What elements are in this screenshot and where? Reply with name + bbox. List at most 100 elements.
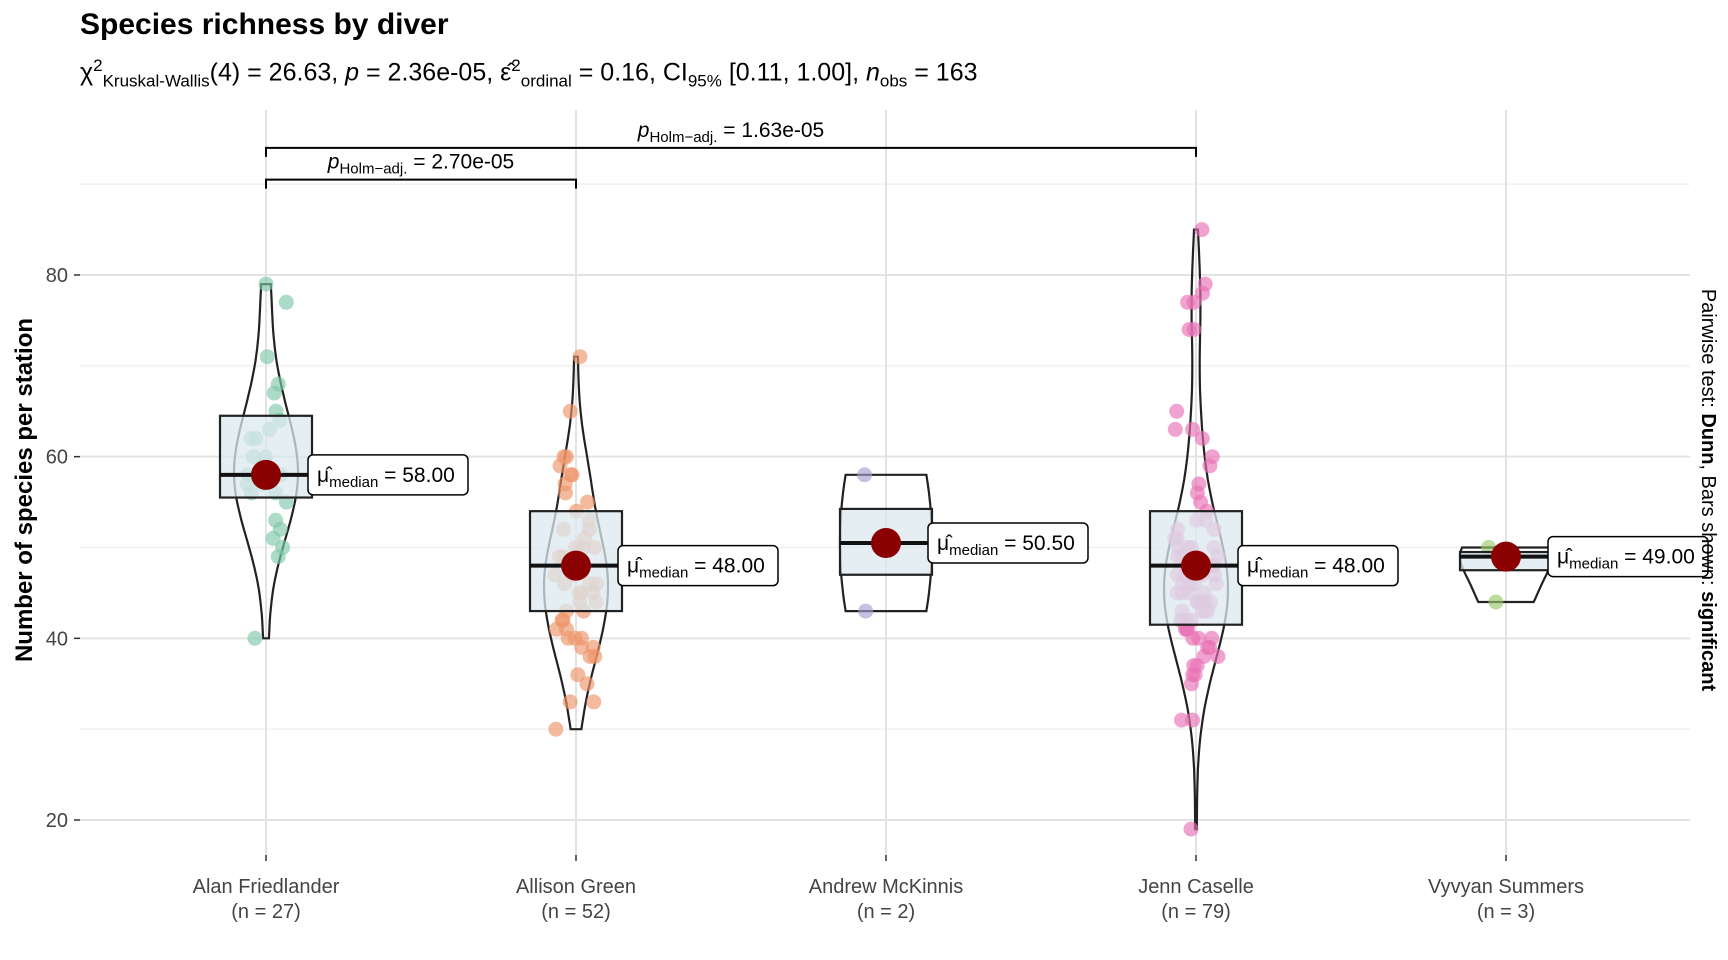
- x-tick-label: Allison Green: [516, 876, 636, 898]
- subtitle-n-sub: obs: [879, 71, 908, 91]
- subtitle-n-label: n: [865, 58, 880, 87]
- subtitle-ci-sub: 95%: [687, 71, 722, 91]
- median-label-value: = 50.50: [998, 532, 1074, 555]
- data-point: [247, 630, 263, 646]
- x-tick-sample-size: (n = 52): [541, 901, 610, 923]
- pairwise-bracket: [265, 146, 1197, 157]
- data-point: [1169, 403, 1185, 419]
- pairwise-p-sub: Holm−adj.: [649, 129, 717, 146]
- median-point: [871, 527, 901, 558]
- data-point: [1202, 458, 1218, 474]
- data-point: [1191, 630, 1206, 646]
- subtitle-eps-sub: ordinal: [520, 71, 572, 91]
- caption-test: Dunn: [1697, 413, 1719, 464]
- chart-subtitle: χ2Kruskal-Wallis(4) = 26.63, p = 2.36e-0…: [80, 56, 978, 91]
- caption-middle: , Bars shown:: [1697, 464, 1719, 591]
- y-tick-label: 20: [46, 810, 68, 832]
- data-point: [1184, 676, 1199, 692]
- pairwise-label: pHolm−adj. = 2.70e-05: [327, 151, 514, 178]
- pairwise-label: pHolm−adj. = 1.63e-05: [637, 119, 824, 146]
- median-label-symbol: μ̂: [937, 532, 953, 555]
- subtitle-chi: χ: [80, 58, 94, 87]
- subtitle-df: (4) = 26.63,: [209, 58, 346, 87]
- caption-shown: significant: [1697, 591, 1719, 691]
- subtitle-p-value: = 2.36e-05,: [359, 58, 501, 87]
- median-label-value: = 48.00: [1308, 555, 1384, 578]
- data-point: [549, 621, 564, 637]
- y-tick-label: 40: [46, 628, 68, 650]
- data-point: [570, 667, 586, 683]
- median-label-sub: median: [639, 565, 688, 582]
- data-point: [1488, 594, 1504, 610]
- median-label: μ̂median = 50.50: [937, 532, 1075, 559]
- data-point: [1194, 222, 1210, 238]
- x-tick-sample-size: (n = 2): [857, 901, 915, 923]
- data-point: [1185, 712, 1200, 728]
- median-point: [251, 459, 281, 490]
- data-point: [562, 694, 578, 710]
- data-point: [266, 385, 282, 401]
- label-layer: μ̂median = 58.00μ̂median = 48.00μ̂median…: [307, 454, 1709, 587]
- data-point: [1210, 649, 1226, 664]
- data-point: [258, 276, 274, 292]
- x-tick-sample-size: (n = 79): [1161, 901, 1230, 923]
- data-point: [1174, 712, 1189, 728]
- median-label-symbol: μ̂: [1557, 546, 1573, 569]
- data-point: [572, 349, 588, 365]
- data-point: [558, 485, 573, 501]
- median-point: [1181, 550, 1211, 581]
- median-label: μ̂median = 58.00: [317, 464, 455, 491]
- subtitle-chi-sup: 2: [93, 56, 103, 75]
- median-label-box: [1237, 544, 1399, 587]
- data-point: [265, 530, 281, 546]
- chart-title: Species richness by diver: [80, 8, 449, 41]
- x-tick-label: Andrew McKinnis: [809, 876, 964, 898]
- data-point: [548, 721, 564, 737]
- subtitle-eps: ε̂: [500, 58, 512, 87]
- data-point: [1181, 322, 1197, 337]
- data-point: [579, 676, 595, 692]
- caption-prefix: Pairwise test:: [1697, 289, 1719, 413]
- y-axis-title: Number of species per station: [11, 318, 38, 662]
- median-label-value: = 48.00: [688, 555, 764, 578]
- violin-outline: [1458, 546, 1554, 604]
- subtitle-eps-value: = 0.16, CI: [571, 58, 688, 87]
- data-point: [1194, 431, 1210, 446]
- right-caption: Pairwise test: Dunn, Bars shown: signifi…: [1697, 289, 1719, 692]
- pairwise-p-value: = 1.63e-05: [717, 119, 824, 142]
- subtitle-eps-sup: 2: [511, 56, 521, 75]
- x-tick-label: Vyvyan Summers: [1428, 876, 1584, 898]
- data-point: [1183, 821, 1199, 837]
- data-point: [1180, 294, 1196, 310]
- data-point: [857, 467, 873, 483]
- subtitle-n-value: = 163: [907, 58, 978, 87]
- data-point: [552, 458, 568, 474]
- pairwise-p-label: p: [327, 151, 340, 174]
- median-label-sub: median: [1569, 556, 1618, 573]
- subtitle-chi-sub: Kruskal-Wallis: [102, 71, 210, 91]
- median-label-box: [927, 522, 1089, 564]
- y-tick-label: 80: [46, 265, 68, 287]
- pairwise-bracket: [265, 178, 577, 189]
- x-tick-sample-size: (n = 3): [1477, 901, 1535, 923]
- median-label-box: [617, 544, 779, 587]
- median-label: μ̂median = 49.00: [1557, 546, 1695, 573]
- y-tick-label: 60: [46, 447, 68, 469]
- subtitle-p-label: p: [345, 58, 360, 87]
- axis-layer: 20 40 60 80 Alan Friedlander (n = 27) Allison …: [46, 265, 1584, 923]
- data-point: [586, 694, 602, 710]
- x-tick-label: Alan Friedlander: [193, 876, 340, 898]
- grid-layer: [80, 110, 1690, 855]
- pairwise-p-value: = 2.70e-05: [407, 151, 514, 174]
- data-point: [858, 603, 874, 619]
- data-point: [278, 294, 294, 310]
- x-tick-sample-size: (n = 27): [231, 901, 300, 923]
- pairwise-p-sub: Holm−adj.: [339, 161, 407, 178]
- x-tick-label: Jenn Caselle: [1138, 876, 1254, 898]
- data-point: [1185, 421, 1201, 437]
- median-label-value: = 58.00: [378, 464, 454, 487]
- median-label-sub: median: [949, 542, 998, 559]
- data-point: [1167, 421, 1183, 437]
